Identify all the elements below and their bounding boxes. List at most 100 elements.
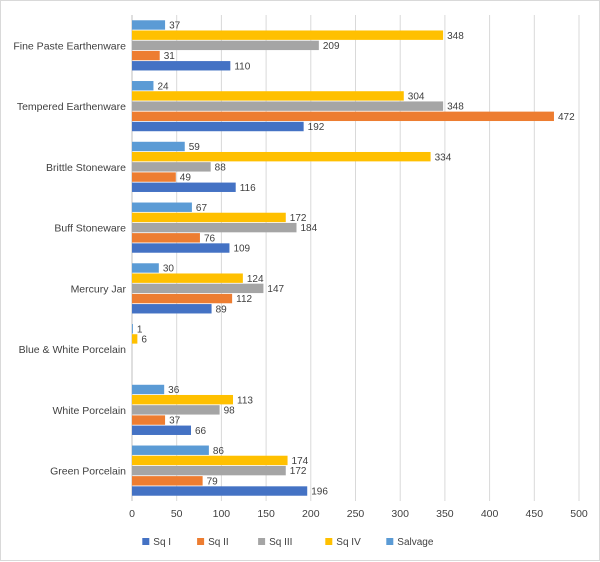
legend-swatch: [386, 538, 394, 545]
data-label: 79: [207, 476, 219, 487]
bar-salvage: [132, 445, 209, 455]
data-label: 89: [216, 304, 228, 315]
data-label: 31: [164, 51, 176, 62]
data-label: 209: [323, 41, 340, 52]
legend-swatch: [142, 538, 150, 545]
bar-sq-iv: [132, 394, 234, 405]
bar-sq-iv: [132, 212, 286, 223]
legend-swatch: [325, 538, 333, 545]
data-label: 172: [290, 466, 307, 477]
category-label: Green Porcelain: [50, 466, 126, 478]
x-tick-label: 500: [570, 508, 588, 520]
data-label: 112: [236, 294, 252, 305]
bar-sq-i: [132, 486, 308, 496]
legend-label: Sq III: [269, 537, 292, 548]
bar-sq-i: [132, 182, 236, 192]
bar-sq-i: [132, 304, 212, 314]
category-label: Brittle Stoneware: [46, 162, 126, 174]
x-tick-label: 50: [171, 508, 183, 520]
data-label: 334: [435, 152, 452, 163]
bar-sq-i: [132, 425, 192, 435]
data-label: 24: [157, 81, 169, 92]
bar-sq-iii: [132, 40, 319, 51]
data-label: 184: [300, 223, 317, 234]
data-label: 36: [168, 385, 180, 396]
data-label: 147: [267, 284, 284, 295]
legend-swatch: [258, 538, 266, 545]
bar-sq-iii: [132, 283, 264, 294]
legend: Sq I Sq II Sq III Sq IV Salvage: [142, 537, 434, 548]
data-label: 37: [169, 416, 181, 427]
bar-salvage: [132, 141, 185, 152]
data-label: 348: [447, 102, 464, 113]
data-label: 196: [311, 487, 328, 498]
bar-salvage: [132, 384, 165, 395]
data-label: 124: [247, 274, 264, 285]
category-label: Tempered Earthenware: [17, 101, 126, 113]
bar-sq-iv: [132, 334, 138, 344]
data-label: 88: [215, 162, 227, 173]
bar-sq-i: [132, 243, 230, 253]
category-label: Mercury Jar: [71, 283, 127, 295]
data-label: 109: [233, 244, 250, 255]
bar-salvage: [132, 263, 159, 273]
data-label: 1: [137, 324, 143, 335]
category-axis: Fine Paste Earthenware Tempered Earthenwa…: [13, 40, 126, 477]
data-label: 472: [558, 112, 575, 123]
bar-sq-iv: [132, 30, 444, 40]
data-label: 49: [180, 173, 192, 184]
x-tick-label: 0: [129, 508, 135, 520]
data-label: 30: [163, 264, 175, 275]
data-labels: 110 31 209 348 37 192 472 348 304 24 116 49 88 334 59 1…: [137, 21, 575, 498]
x-tick-label: 350: [436, 508, 454, 520]
bar-salvage: [132, 324, 133, 334]
bar-sq-iii: [132, 101, 444, 111]
bars: [132, 20, 554, 496]
data-label: 304: [408, 92, 425, 103]
data-label: 172: [290, 213, 307, 224]
x-tick-label: 200: [302, 508, 320, 520]
data-label: 192: [308, 122, 325, 133]
data-label: 113: [237, 395, 253, 406]
data-label: 66: [195, 426, 207, 437]
data-label: 86: [213, 446, 225, 457]
bar-sq-ii: [132, 172, 176, 182]
category-label: White Porcelain: [52, 405, 126, 417]
legend-label: Sq I: [153, 537, 171, 548]
bar-sq-iv: [132, 273, 243, 283]
bar-sq-ii: [132, 476, 203, 486]
bar-salvage: [132, 81, 154, 91]
x-tick-label: 100: [213, 508, 231, 520]
bar-sq-i: [132, 61, 231, 71]
category-label: Fine Paste Earthenware: [13, 40, 126, 52]
x-tick-label: 150: [257, 508, 275, 520]
legend-label: Salvage: [397, 537, 434, 548]
data-label: 37: [169, 21, 181, 32]
bar-sq-iv: [132, 151, 431, 162]
bar-sq-i: [132, 121, 304, 132]
data-label: 59: [189, 142, 201, 153]
legend-label: Sq IV: [336, 537, 361, 548]
x-tick-label: 250: [347, 508, 365, 520]
bar-salvage: [132, 20, 166, 30]
bar-sq-iii: [132, 405, 220, 415]
bar-sq-iii: [132, 465, 286, 476]
data-label: 67: [196, 203, 208, 214]
x-tick-label: 300: [391, 508, 409, 520]
category-label: Blue & White Porcelain: [19, 344, 127, 356]
bar-sq-ii: [132, 111, 554, 122]
x-tick-label: 450: [526, 508, 544, 520]
bar-sq-ii: [132, 50, 160, 61]
bar-sq-iv: [132, 91, 404, 101]
data-label: 98: [224, 405, 236, 416]
data-label: 348: [447, 31, 464, 42]
bar-sq-ii: [132, 415, 166, 425]
bar-salvage: [132, 202, 192, 212]
bar-sq-ii: [132, 233, 200, 243]
data-label: 6: [141, 335, 147, 346]
value-axis: 0 50 100 150 200 250 300 350 400 450 500: [129, 508, 588, 520]
data-label: 174: [292, 456, 309, 467]
category-label: Buff Stoneware: [54, 223, 126, 235]
